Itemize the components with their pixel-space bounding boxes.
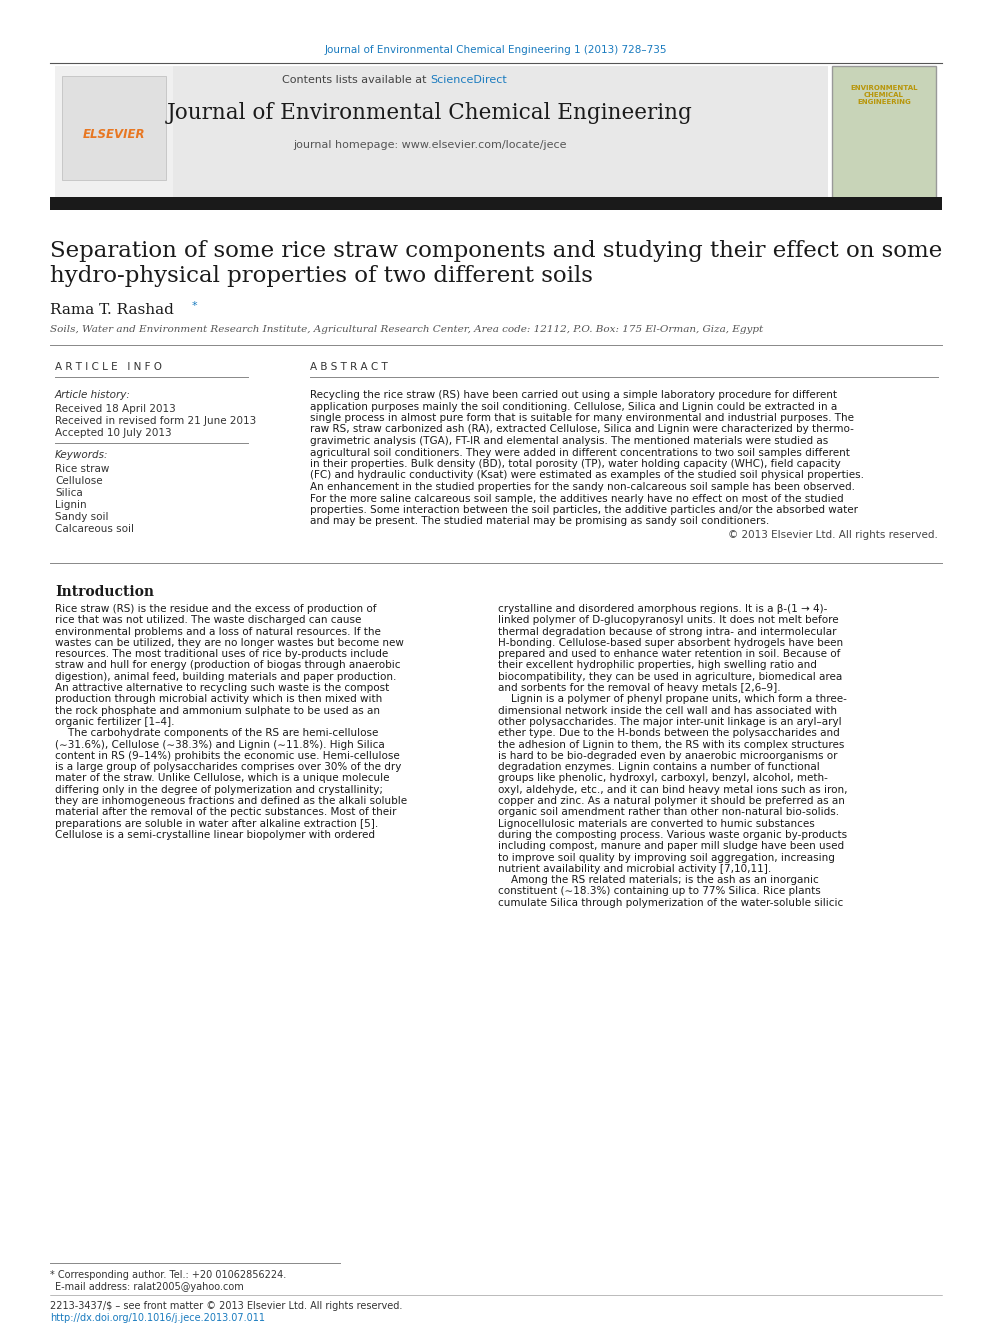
Bar bbox=[832, 66, 936, 198]
Text: cumulate Silica through polymerization of the water-soluble silicic: cumulate Silica through polymerization o… bbox=[498, 898, 843, 908]
Text: production through microbial activity which is then mixed with: production through microbial activity wh… bbox=[55, 695, 382, 704]
Bar bbox=[55, 66, 173, 198]
Text: gravimetric analysis (TGA), FT-IR and elemental analysis. The mentioned material: gravimetric analysis (TGA), FT-IR and el… bbox=[310, 437, 828, 446]
Text: © 2013 Elsevier Ltd. All rights reserved.: © 2013 Elsevier Ltd. All rights reserved… bbox=[728, 531, 938, 540]
Text: crystalline and disordered amorphous regions. It is a β-(1 → 4)-: crystalline and disordered amorphous reg… bbox=[498, 605, 827, 614]
Text: journal homepage: www.elsevier.com/locate/jece: journal homepage: www.elsevier.com/locat… bbox=[294, 140, 566, 149]
Bar bbox=[55, 66, 828, 198]
Text: ether type. Due to the H-bonds between the polysaccharides and: ether type. Due to the H-bonds between t… bbox=[498, 728, 840, 738]
Text: content in RS (9–14%) prohibits the economic use. Hemi-cellulose: content in RS (9–14%) prohibits the econ… bbox=[55, 751, 400, 761]
Text: resources. The most traditional uses of rice by-products include: resources. The most traditional uses of … bbox=[55, 650, 388, 659]
Text: Cellulose is a semi-crystalline linear biopolymer with ordered: Cellulose is a semi-crystalline linear b… bbox=[55, 830, 375, 840]
Text: ELSEVIER: ELSEVIER bbox=[82, 128, 145, 142]
Text: nutrient availability and microbial activity [7,10,11].: nutrient availability and microbial acti… bbox=[498, 864, 771, 875]
Text: thermal degradation because of strong intra- and intermolecular: thermal degradation because of strong in… bbox=[498, 627, 836, 636]
Text: Lignin is a polymer of phenyl propane units, which form a three-: Lignin is a polymer of phenyl propane un… bbox=[498, 695, 847, 704]
Text: organic fertilizer [1–4].: organic fertilizer [1–4]. bbox=[55, 717, 175, 728]
Text: and sorbents for the removal of heavy metals [2,6–9].: and sorbents for the removal of heavy me… bbox=[498, 683, 781, 693]
Text: Journal of Environmental Chemical Engineering: Journal of Environmental Chemical Engine… bbox=[167, 102, 693, 124]
Text: Received in revised form 21 June 2013: Received in revised form 21 June 2013 bbox=[55, 415, 256, 426]
Text: Introduction: Introduction bbox=[55, 585, 154, 599]
Text: Calcareous soil: Calcareous soil bbox=[55, 524, 134, 534]
Text: the rock phosphate and ammonium sulphate to be used as an: the rock phosphate and ammonium sulphate… bbox=[55, 705, 380, 716]
Text: they are inhomogeneous fractions and defined as the alkali soluble: they are inhomogeneous fractions and def… bbox=[55, 796, 407, 806]
Text: their excellent hydrophilic properties, high swelling ratio and: their excellent hydrophilic properties, … bbox=[498, 660, 816, 671]
Text: Contents lists available at: Contents lists available at bbox=[282, 75, 430, 85]
Text: mater of the straw. Unlike Cellulose, which is a unique molecule: mater of the straw. Unlike Cellulose, wh… bbox=[55, 774, 390, 783]
Text: biocompatibility, they can be used in agriculture, biomedical area: biocompatibility, they can be used in ag… bbox=[498, 672, 842, 681]
Text: is hard to be bio-degraded even by anaerobic microorganisms or: is hard to be bio-degraded even by anaer… bbox=[498, 751, 837, 761]
Text: Soils, Water and Environment Research Institute, Agricultural Research Center, A: Soils, Water and Environment Research In… bbox=[50, 325, 763, 333]
Text: other polysaccharides. The major inter-unit linkage is an aryl–aryl: other polysaccharides. The major inter-u… bbox=[498, 717, 841, 728]
Text: Cellulose: Cellulose bbox=[55, 476, 102, 486]
Text: The carbohydrate components of the RS are hemi-cellulose: The carbohydrate components of the RS ar… bbox=[55, 728, 378, 738]
Text: Separation of some rice straw components and studying their effect on some
hydro: Separation of some rice straw components… bbox=[50, 239, 942, 287]
Text: * Corresponding author. Tel.: +20 01062856224.: * Corresponding author. Tel.: +20 010628… bbox=[50, 1270, 287, 1279]
Text: Journal of Environmental Chemical Engineering 1 (2013) 728–735: Journal of Environmental Chemical Engine… bbox=[324, 45, 668, 56]
Text: Sandy soil: Sandy soil bbox=[55, 512, 108, 523]
Text: ENVIRONMENTAL
CHEMICAL
ENGINEERING: ENVIRONMENTAL CHEMICAL ENGINEERING bbox=[850, 85, 918, 105]
Text: Among the RS related materials; is the ash as an inorganic: Among the RS related materials; is the a… bbox=[498, 876, 818, 885]
Bar bbox=[50, 197, 942, 210]
Text: E-mail address: ralat2005@yahoo.com: E-mail address: ralat2005@yahoo.com bbox=[55, 1282, 244, 1293]
Text: linked polymer of D-glucopyranosyl units. It does not melt before: linked polymer of D-glucopyranosyl units… bbox=[498, 615, 838, 626]
Text: (FC) and hydraulic conductivity (Ksat) were estimated as examples of the studied: (FC) and hydraulic conductivity (Ksat) w… bbox=[310, 471, 864, 480]
Text: constituent (∼18.3%) containing up to 77% Silica. Rice plants: constituent (∼18.3%) containing up to 77… bbox=[498, 886, 820, 897]
Text: Lignin: Lignin bbox=[55, 500, 86, 509]
Text: dimensional network inside the cell wall and has associated with: dimensional network inside the cell wall… bbox=[498, 705, 837, 716]
Text: Silica: Silica bbox=[55, 488, 82, 497]
Text: preparations are soluble in water after alkaline extraction [5].: preparations are soluble in water after … bbox=[55, 819, 378, 828]
Text: Rama T. Rashad: Rama T. Rashad bbox=[50, 303, 174, 318]
Text: properties. Some interaction between the soil particles, the additive particles : properties. Some interaction between the… bbox=[310, 505, 858, 515]
Text: wastes can be utilized, they are no longer wastes but become new: wastes can be utilized, they are no long… bbox=[55, 638, 404, 648]
Text: groups like phenolic, hydroxyl, carboxyl, benzyl, alcohol, meth-: groups like phenolic, hydroxyl, carboxyl… bbox=[498, 774, 828, 783]
Text: copper and zinc. As a natural polymer it should be preferred as an: copper and zinc. As a natural polymer it… bbox=[498, 796, 845, 806]
Text: A R T I C L E   I N F O: A R T I C L E I N F O bbox=[55, 363, 162, 372]
Text: agricultural soil conditioners. They were added in different concentrations to t: agricultural soil conditioners. They wer… bbox=[310, 447, 850, 458]
Text: Article history:: Article history: bbox=[55, 390, 131, 400]
Text: An enhancement in the studied properties for the sandy non-calcareous soil sampl: An enhancement in the studied properties… bbox=[310, 482, 855, 492]
Text: Lignocellulosic materials are converted to humic substances: Lignocellulosic materials are converted … bbox=[498, 819, 814, 828]
Text: Rice straw: Rice straw bbox=[55, 464, 109, 474]
Bar bbox=[62, 75, 166, 180]
Text: material after the removal of the pectic substances. Most of their: material after the removal of the pectic… bbox=[55, 807, 397, 818]
Text: degradation enzymes. Lignin contains a number of functional: degradation enzymes. Lignin contains a n… bbox=[498, 762, 819, 773]
Text: and may be present. The studied material may be promising as sandy soil conditio: and may be present. The studied material… bbox=[310, 516, 769, 527]
Text: Recycling the rice straw (RS) have been carried out using a simple laboratory pr: Recycling the rice straw (RS) have been … bbox=[310, 390, 837, 400]
Text: application purposes mainly the soil conditioning. Cellulose, Silica and Lignin : application purposes mainly the soil con… bbox=[310, 401, 837, 411]
Text: environmental problems and a loss of natural resources. If the: environmental problems and a loss of nat… bbox=[55, 627, 381, 636]
Text: 2213-3437/$ – see front matter © 2013 Elsevier Ltd. All rights reserved.: 2213-3437/$ – see front matter © 2013 El… bbox=[50, 1301, 403, 1311]
Text: in their properties. Bulk density (BD), total porosity (TP), water holding capac: in their properties. Bulk density (BD), … bbox=[310, 459, 841, 468]
Text: straw and hull for energy (production of biogas through anaerobic: straw and hull for energy (production of… bbox=[55, 660, 401, 671]
Text: Keywords:: Keywords: bbox=[55, 450, 108, 460]
Text: single process in almost pure form that is suitable for many environmental and i: single process in almost pure form that … bbox=[310, 413, 854, 423]
Text: raw RS, straw carbonized ash (RA), extracted Cellulose, Silica and Lignin were c: raw RS, straw carbonized ash (RA), extra… bbox=[310, 425, 854, 434]
Text: prepared and used to enhance water retention in soil. Because of: prepared and used to enhance water reten… bbox=[498, 650, 840, 659]
Text: organic soil amendment rather than other non-natural bio-solids.: organic soil amendment rather than other… bbox=[498, 807, 839, 818]
Text: is a large group of polysaccharides comprises over 30% of the dry: is a large group of polysaccharides comp… bbox=[55, 762, 402, 773]
Text: (∼31.6%), Cellulose (∼38.3%) and Lignin (∼11.8%). High Silica: (∼31.6%), Cellulose (∼38.3%) and Lignin … bbox=[55, 740, 385, 750]
Text: An attractive alternative to recycling such waste is the compost: An attractive alternative to recycling s… bbox=[55, 683, 389, 693]
Text: A B S T R A C T: A B S T R A C T bbox=[310, 363, 388, 372]
Text: http://dx.doi.org/10.1016/j.jece.2013.07.011: http://dx.doi.org/10.1016/j.jece.2013.07… bbox=[50, 1312, 265, 1323]
Text: the adhesion of Lignin to them, the RS with its complex structures: the adhesion of Lignin to them, the RS w… bbox=[498, 740, 844, 750]
Text: during the composting process. Various waste organic by-products: during the composting process. Various w… bbox=[498, 830, 847, 840]
Text: For the more saline calcareous soil sample, the additives nearly have no effect : For the more saline calcareous soil samp… bbox=[310, 493, 843, 504]
Text: differing only in the degree of polymerization and crystallinity;: differing only in the degree of polymeri… bbox=[55, 785, 383, 795]
Text: oxyl, aldehyde, etc., and it can bind heavy metal ions such as iron,: oxyl, aldehyde, etc., and it can bind he… bbox=[498, 785, 847, 795]
Text: Rice straw (RS) is the residue and the excess of production of: Rice straw (RS) is the residue and the e… bbox=[55, 605, 377, 614]
Text: Received 18 April 2013: Received 18 April 2013 bbox=[55, 404, 176, 414]
Text: to improve soil quality by improving soil aggregation, increasing: to improve soil quality by improving soi… bbox=[498, 852, 835, 863]
Text: ScienceDirect: ScienceDirect bbox=[430, 75, 507, 85]
Text: including compost, manure and paper mill sludge have been used: including compost, manure and paper mill… bbox=[498, 841, 844, 851]
Text: H-bonding. Cellulose-based super absorbent hydrogels have been: H-bonding. Cellulose-based super absorbe… bbox=[498, 638, 843, 648]
Text: rice that was not utilized. The waste discharged can cause: rice that was not utilized. The waste di… bbox=[55, 615, 361, 626]
Text: digestion), animal feed, building materials and paper production.: digestion), animal feed, building materi… bbox=[55, 672, 397, 681]
Text: Accepted 10 July 2013: Accepted 10 July 2013 bbox=[55, 429, 172, 438]
Text: *: * bbox=[192, 302, 197, 311]
